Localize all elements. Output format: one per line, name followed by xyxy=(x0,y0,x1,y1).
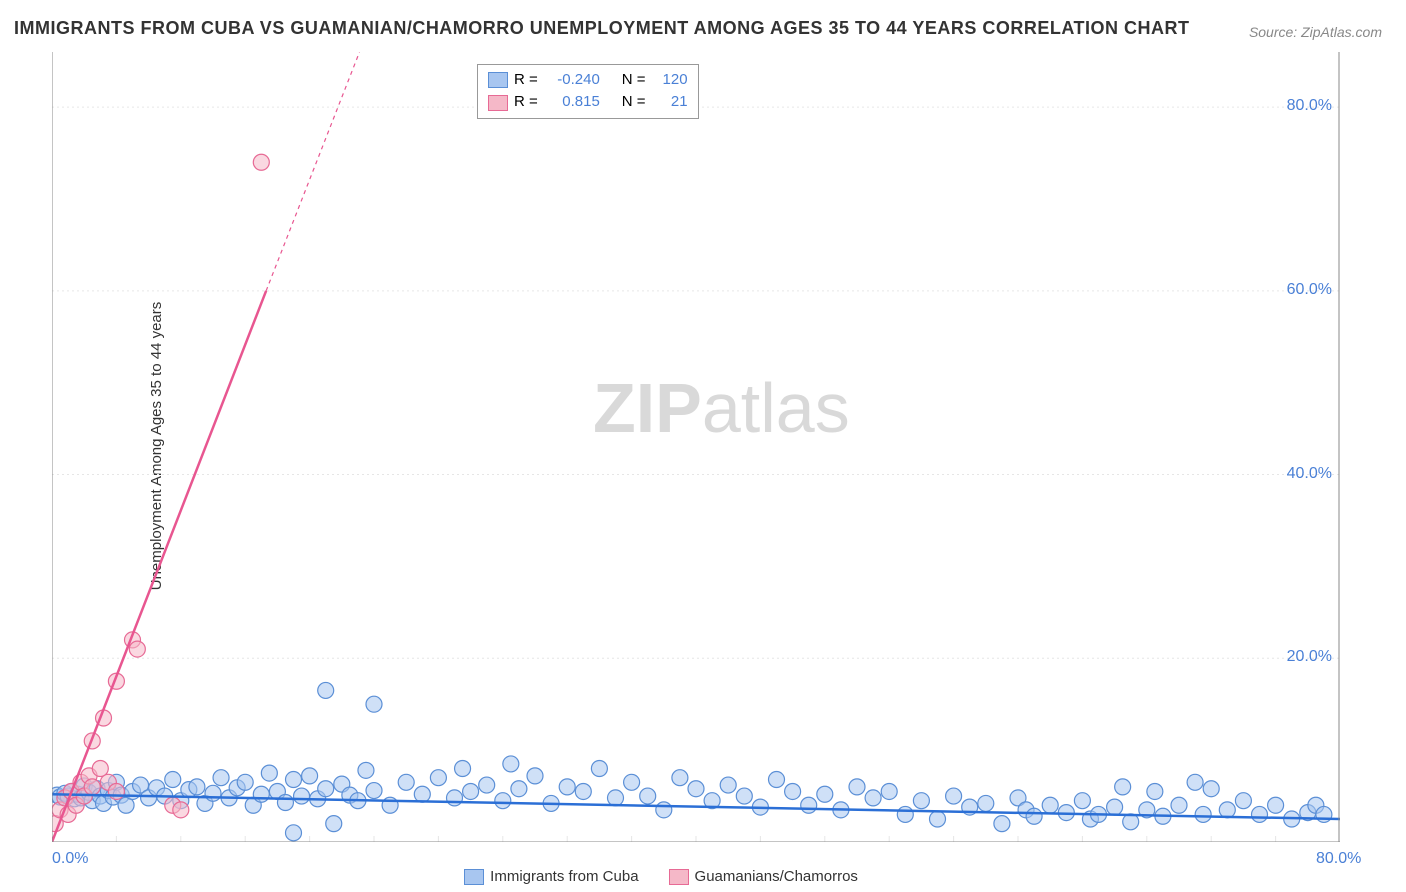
series-name-1: Immigrants from Cuba xyxy=(490,868,638,885)
legend-swatch-1 xyxy=(488,72,508,88)
legend-n-val-1: 120 xyxy=(652,69,688,92)
series-name-2: Guamanians/Chamorros xyxy=(695,868,858,885)
y-tick-label: 20.0% xyxy=(1287,648,1332,666)
series-swatch-1 xyxy=(464,869,484,885)
legend-row-2: R = 0.815 N = 21 xyxy=(488,91,688,114)
x-tick-label: 80.0% xyxy=(1316,850,1361,868)
legend-r-val-1: -0.240 xyxy=(544,69,600,92)
legend-r-val-2: 0.815 xyxy=(544,91,600,114)
legend-n-label: N = xyxy=(622,91,646,114)
y-tick-label: 80.0% xyxy=(1287,97,1332,115)
legend-r-label: R = xyxy=(514,91,538,114)
legend-n-val-2: 21 xyxy=(652,91,688,114)
x-tick-label: 0.0% xyxy=(52,850,88,868)
chart-source: Source: ZipAtlas.com xyxy=(1249,24,1382,40)
legend-r-label: R = xyxy=(514,69,538,92)
legend-swatch-2 xyxy=(488,95,508,111)
legend-n-label: N = xyxy=(622,69,646,92)
series-legend-item-2: Guamanians/Chamorros xyxy=(669,868,858,885)
scatter-plot xyxy=(52,52,1340,842)
series-legend: Immigrants from Cuba Guamanians/Chamorro… xyxy=(464,868,858,885)
series-swatch-2 xyxy=(669,869,689,885)
series-legend-item-1: Immigrants from Cuba xyxy=(464,868,638,885)
y-tick-label: 60.0% xyxy=(1287,281,1332,299)
chart-title: IMMIGRANTS FROM CUBA VS GUAMANIAN/CHAMOR… xyxy=(14,18,1190,39)
y-tick-label: 40.0% xyxy=(1287,465,1332,483)
legend-row-1: R = -0.240 N = 120 xyxy=(488,69,688,92)
correlation-legend: R = -0.240 N = 120 R = 0.815 N = 21 xyxy=(477,64,699,119)
